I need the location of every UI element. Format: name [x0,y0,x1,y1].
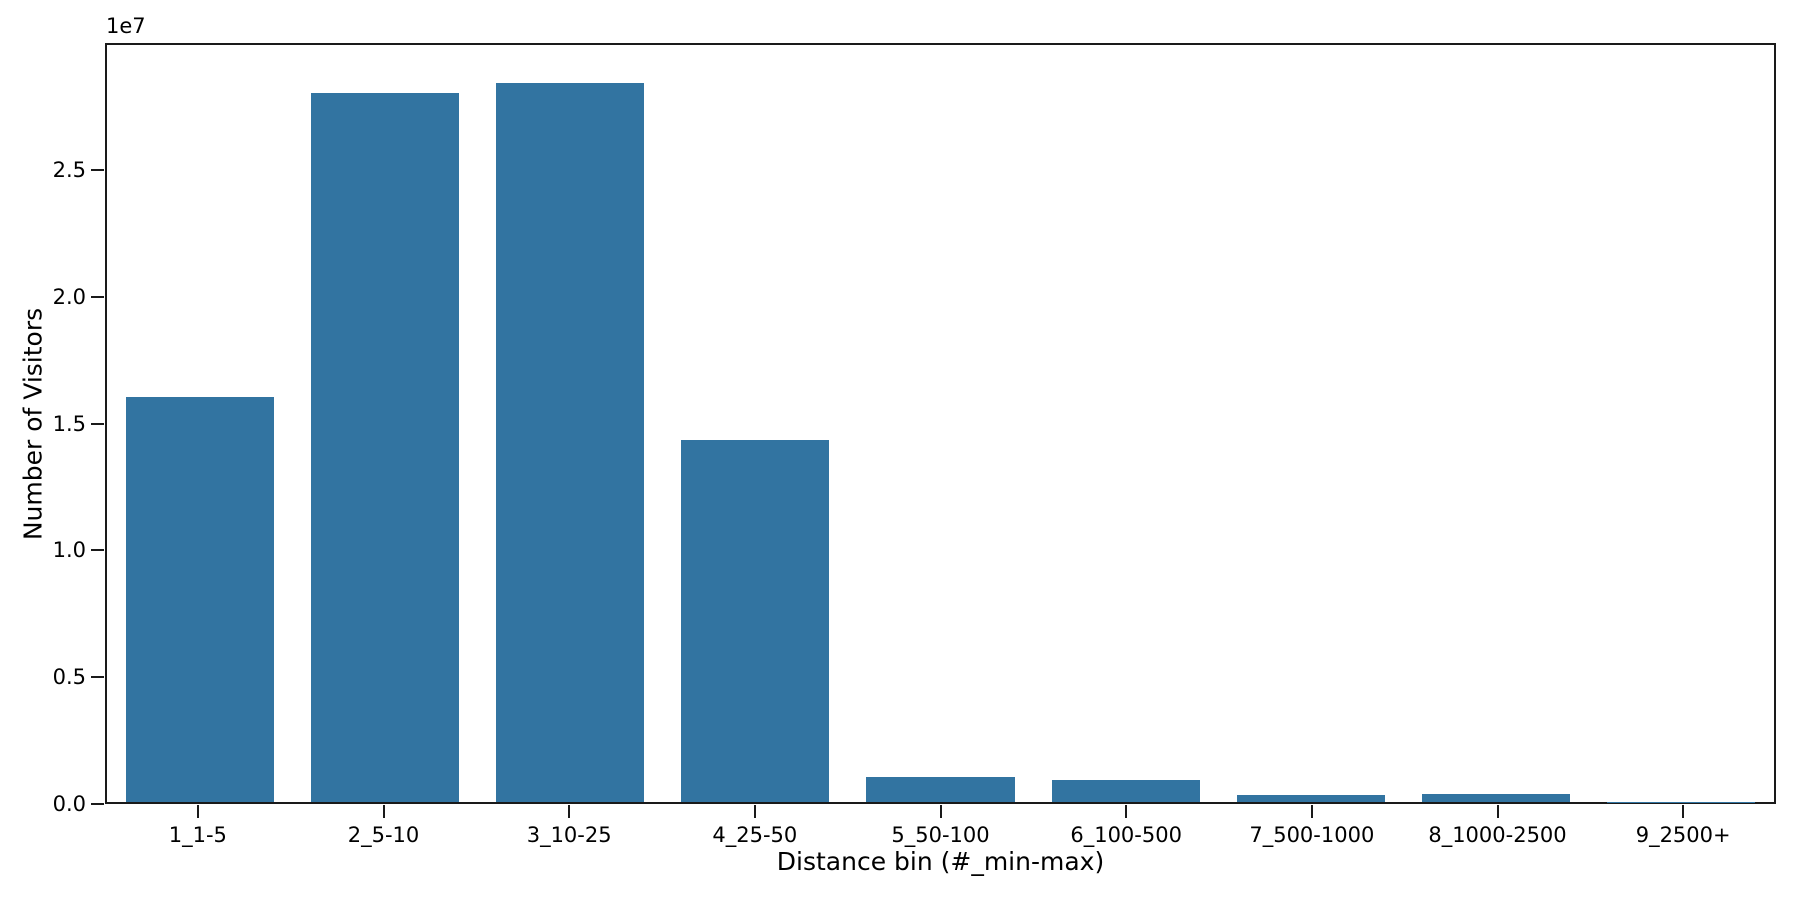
y-axis-offset-label: 1e7 [106,14,146,38]
y-tick-mark [91,803,104,805]
x-tick-mark [753,805,756,818]
bar-slot-6_100-500 [1033,45,1218,802]
y-tick-label: 0.5 [52,665,86,690]
x-tick-label: 1_1-5 [168,823,227,847]
y-tick-mark [91,549,104,552]
x-axis-label: Distance bin (#_min-max) [776,847,1105,876]
bar-6_100-500 [1051,779,1200,802]
y-tick-label: 0.0 [52,792,86,816]
bar-slot-1_1-5 [107,45,292,802]
bar-4_25-50 [681,439,830,802]
x-tick-label: 9_2500+ [1635,823,1731,847]
y-tick-mark [91,168,104,171]
x-tick-mark [1125,805,1128,818]
plot-area [105,43,1776,804]
y-tick-label: 1.0 [52,538,86,563]
y-tick-label: 2.0 [52,284,86,309]
x-tick-label: 2_5-10 [347,823,420,847]
x-tick-mark [568,805,571,818]
bar-3_10-25 [495,82,645,802]
x-tick-mark [1310,805,1313,818]
bar-7_500-1000 [1236,794,1385,802]
x-tick-mark [1496,805,1499,818]
bar-slot-5_50-100 [848,45,1033,802]
x-tick-label: 7_500-1000 [1249,823,1375,847]
bars-container [107,45,1774,802]
x-tick-mark [939,805,942,818]
y-tick-mark [91,422,104,425]
y-tick-mark [91,676,104,679]
bar-slot-8_1000-2500 [1404,45,1589,802]
bar-slot-7_500-1000 [1218,45,1403,802]
x-tick-label: 8_1000-2500 [1428,823,1567,847]
bar-slot-3_10-25 [477,45,662,802]
x-tick-label: 4_25-50 [712,823,798,847]
bar-2_5-10 [310,92,459,802]
x-tick-mark [196,805,199,818]
y-tick-label: 2.5 [52,157,86,182]
x-tick-mark [382,805,385,818]
y-tick-label: 1.5 [52,411,86,436]
bar-5_50-100 [866,776,1015,802]
bar-slot-4_25-50 [663,45,848,802]
bar-slot-9_2500+ [1589,45,1774,802]
y-tick-mark [91,295,104,298]
x-tick-label: 5_50-100 [891,823,990,847]
x-tick-label: 3_10-25 [526,823,612,847]
x-tick-label: 6_100-500 [1070,823,1182,847]
bar-8_1000-2500 [1422,793,1571,802]
x-tick-mark [1682,805,1685,818]
bar-1_1-5 [125,397,274,802]
bar-slot-2_5-10 [292,45,477,802]
